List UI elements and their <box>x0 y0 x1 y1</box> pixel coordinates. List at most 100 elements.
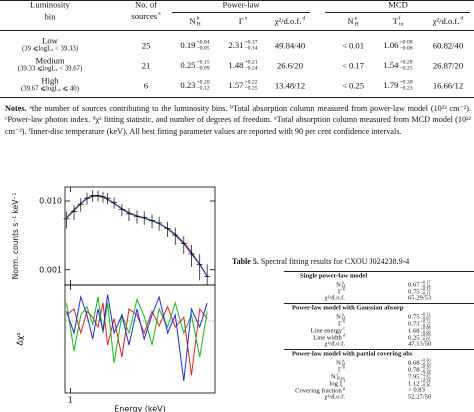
sup-sub: +0.08 −0.06 <box>399 40 412 51</box>
column-header: Luminosity <box>30 0 70 10</box>
subscript: H <box>341 283 345 289</box>
section-title: Single power-law model <box>300 272 368 280</box>
sup-sub: +0.04 −0.05 <box>196 40 209 51</box>
table-5: Table 5. Spectral fitting results for CX… <box>232 256 474 412</box>
subscript: H <box>341 315 345 321</box>
residual-frame <box>64 284 216 394</box>
subscript <box>158 17 161 23</box>
note-marker: c <box>5 115 8 122</box>
table-cell: 6 <box>143 80 149 91</box>
note-text: χ² fitting statistic, and number of degr… <box>95 115 275 125</box>
row-range: (39 ⩽logLₓ < 39.33) <box>21 45 79 53</box>
cell-text: 0.23 <box>180 79 196 90</box>
caption-label: Table 5. <box>232 257 259 266</box>
note-text: Inner-disc temperature (keV). <box>30 126 130 136</box>
sup-sub: +0.30 −0.23 <box>399 80 412 91</box>
cell-text: N <box>189 15 196 26</box>
row-label: High <box>41 75 59 86</box>
sup-sub: +0.20 −0.19 <box>420 364 431 374</box>
cell-text: log ξ <box>329 380 343 388</box>
cell-text: sources <box>131 10 158 21</box>
parameter-value: 7.95 +2.28 −1.59 <box>408 371 431 381</box>
sup-sub: c <box>343 325 345 335</box>
caption-text: Spectral fitting results for CXOU J02423… <box>260 257 410 266</box>
superscript: c <box>244 15 248 22</box>
subscript: −0.19 <box>420 361 431 367</box>
rule-line <box>0 0 474 1</box>
subscript: −0.11 <box>420 290 431 296</box>
cell-text: 0.68 <box>408 359 420 367</box>
sup-sub: +0.08 −0.08 <box>421 325 431 335</box>
model-line <box>66 195 208 277</box>
cell-text: 1.06 <box>383 39 399 50</box>
model-line <box>66 195 208 277</box>
cell-text: 0.78 <box>408 366 420 374</box>
x-axis-label: Energy (keV) <box>114 405 166 412</box>
subscript: −0.14 <box>420 283 431 289</box>
note-marker: d <box>92 115 96 122</box>
rule-line <box>284 349 474 350</box>
table-cell: 49.84/40 <box>274 40 306 51</box>
superscript: +0.12 <box>420 318 431 324</box>
note-marker: f <box>28 127 31 134</box>
notes-label: Notes. <box>5 104 27 113</box>
rule-line <box>284 271 474 272</box>
sup-sub: c <box>245 16 248 27</box>
subscript: −0.05 <box>196 45 210 51</box>
section-title: Power-law model with Gaussian absorp <box>292 304 404 312</box>
superscript: +0.09 <box>420 332 431 338</box>
cell-text: χ²/d.o.f. <box>274 15 302 26</box>
cell-text: N <box>336 281 341 289</box>
rule-line <box>284 303 474 304</box>
sup-sub: +0.09 −0.05 <box>420 332 431 342</box>
superscript: +0.22 <box>244 79 258 86</box>
cell-text: χ²/d.o.f. <box>432 15 460 26</box>
cell-text: N <box>347 15 354 26</box>
sup-sub: +0.17 −0.14 <box>244 40 257 51</box>
parameter-label: Line energy c <box>311 325 346 335</box>
parameter-label: χ²/d.o.f. <box>324 294 345 302</box>
parameter-value: 0.67 +0.17 −0.14 <box>408 279 431 289</box>
model-line <box>66 195 208 277</box>
residual-axis-label: Δχ² <box>16 332 25 345</box>
sup-sub: b <box>342 286 345 296</box>
y-axis-label: Norm. counts s⁻¹ keV⁻¹ <box>11 193 20 280</box>
cell-text: 7.95 <box>408 373 420 381</box>
table-cell: 1.06 +0.08 −0.06 <box>383 40 412 51</box>
table-cell: 1.54 +0.28 −0.25 <box>383 60 412 71</box>
sup-sub: d <box>302 16 305 27</box>
subscript: H <box>354 21 359 27</box>
superscript: e <box>354 15 358 22</box>
subscript: −0.09 <box>196 65 210 71</box>
subscript: −0.12 <box>420 322 431 328</box>
superscript: a <box>341 311 344 317</box>
subscript: −0.19 <box>420 368 431 374</box>
table-notes: Notes. athe number of sources contributi… <box>5 103 471 137</box>
cell-text: 0.67 <box>408 281 420 289</box>
superscript: b <box>342 286 345 292</box>
parameter-label: χ²/d.o.f. <box>324 393 345 401</box>
parameter-value: 1.68 +0.08 −0.08 <box>408 325 431 335</box>
superscript: +0.17 <box>420 279 431 285</box>
sup-sub: f <box>344 378 345 388</box>
sup-sub: +0.12 −0.07 <box>421 311 431 321</box>
table-cell: 25 <box>141 40 151 51</box>
superscript: d <box>460 15 464 22</box>
column-header: χ²/d.o.f. d <box>275 16 306 27</box>
table-caption: Table 5. Spectral fitting results for CX… <box>232 257 409 266</box>
cell-text: 1.48 <box>228 59 244 70</box>
sup-sub: +0.21 −0.24 <box>244 60 257 71</box>
superscript: +0.30 <box>420 357 431 363</box>
parameter-value: 52.27/50 <box>408 393 432 401</box>
note-marker: b <box>230 104 234 111</box>
superscript: +0.15 <box>196 59 210 66</box>
sup-sub: +0.17 −0.14 <box>420 279 431 289</box>
rule-line <box>0 30 474 31</box>
